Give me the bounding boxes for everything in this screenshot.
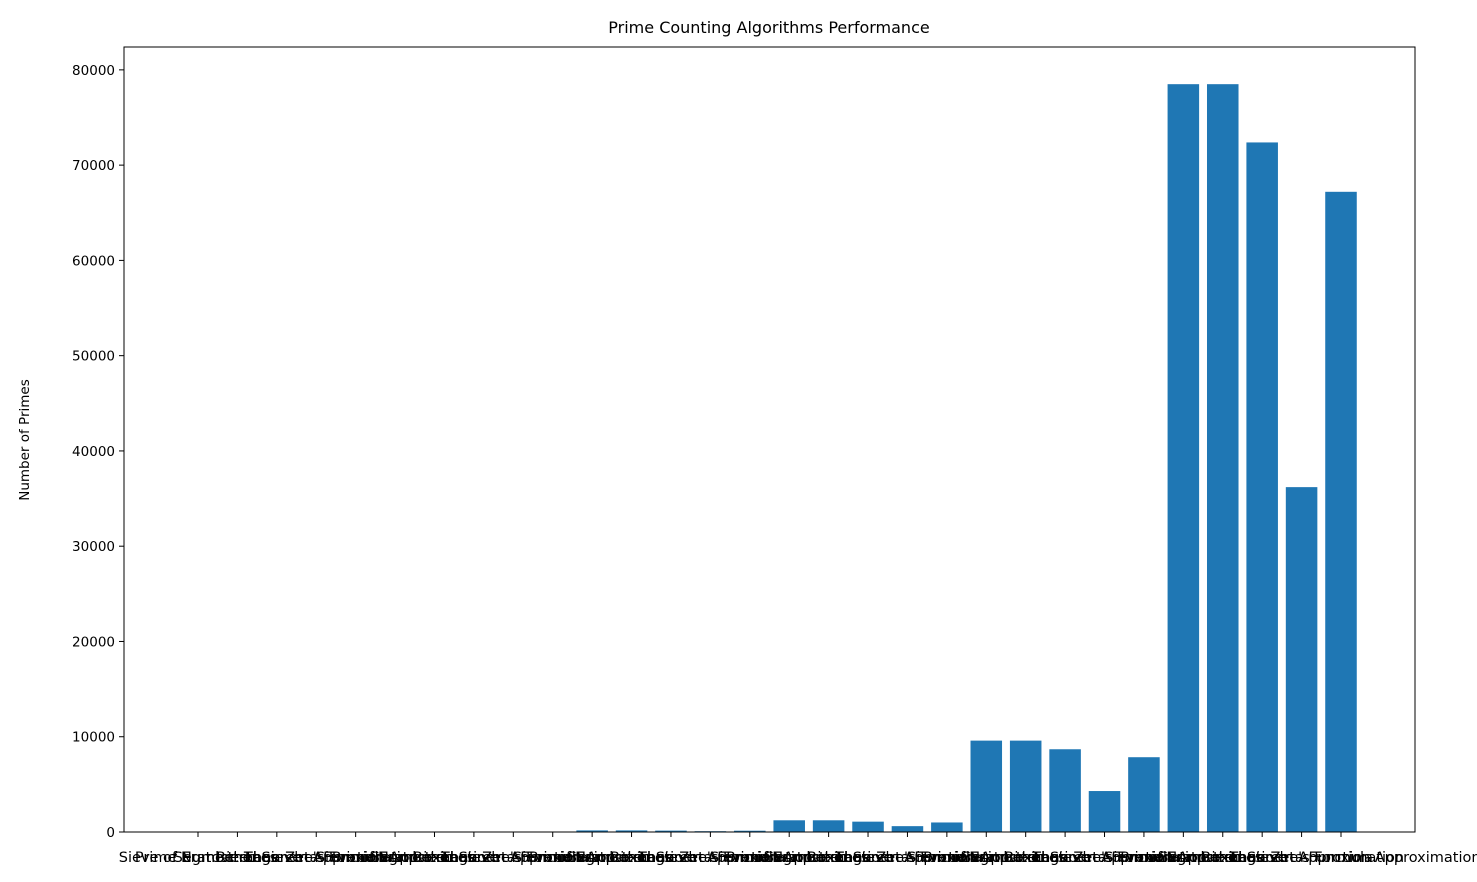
- bar: [1009, 740, 1042, 832]
- bar: [576, 830, 608, 832]
- bar: [812, 820, 845, 832]
- x-tick-label: Sieve of Eratosthenes: [907, 850, 1065, 866]
- bar: [931, 822, 963, 832]
- y-tick-label: 60000: [72, 253, 115, 269]
- x-tick-label: Segmented Sieve: [962, 850, 1090, 866]
- bar: [734, 830, 766, 832]
- plot-frame: [123, 46, 1416, 833]
- y-axis-label: Number of Primes: [17, 379, 33, 501]
- bar: [1206, 84, 1239, 833]
- bar: [1167, 84, 1200, 833]
- x-tick-label: Sieve of Eratosthenes: [316, 850, 474, 866]
- x-tick-label: Legendre's Formula: [836, 850, 979, 866]
- bar: [1285, 487, 1318, 832]
- x-tick-label: Sieve of Eratosthenes: [710, 850, 868, 866]
- x-tick-label: Riemann Zeta Function Approximation: [413, 850, 692, 866]
- x-tick-label: Legendre's Formula: [639, 850, 782, 866]
- x-tick-label: Sieve of Eratosthenes: [513, 850, 671, 866]
- x-tick-label: Prime Number Theorem Approximation: [529, 850, 813, 866]
- bar: [852, 821, 884, 832]
- x-tick-label: Sieve of Eratosthenes: [119, 850, 277, 866]
- x-tick-label: Legendre's Formula: [442, 850, 585, 866]
- bar: [1049, 749, 1081, 832]
- y-tick-label: 80000: [72, 63, 115, 79]
- x-tick-label: Prime Number Theorem Approximation: [726, 850, 1010, 866]
- x-tick-label: Segmented Sieve: [1159, 850, 1287, 866]
- bar: [1128, 757, 1160, 832]
- chart-title: Prime Counting Algorithms Performance: [608, 18, 929, 37]
- x-tick-label: Segmented Sieve: [765, 850, 893, 866]
- y-tick-label: 0: [106, 825, 115, 841]
- x-tick-label: Legendre's Formula: [1033, 850, 1176, 866]
- x-tick-label: Riemann Zeta Function Approximation: [807, 850, 1086, 866]
- bar: [1088, 791, 1121, 832]
- bar: [970, 740, 1003, 832]
- x-tick-label: Riemann Zeta Function Approximation: [1201, 850, 1477, 866]
- bar: [773, 820, 805, 832]
- y-tick-label: 70000: [72, 158, 115, 174]
- x-tick-label: Segmented Sieve: [174, 850, 302, 866]
- y-tick-label: 30000: [72, 539, 115, 555]
- x-tick-label: Segmented Sieve: [568, 850, 696, 866]
- y-tick-label: 20000: [72, 634, 115, 650]
- x-tick-label: Prime Number Theorem Approximation: [1120, 850, 1404, 866]
- x-tick-label: Riemann Zeta Function Approximation: [1004, 850, 1283, 866]
- x-tick-label: Riemann Zeta Function Approximation: [610, 850, 889, 866]
- bar: [1246, 142, 1278, 832]
- bar: [1325, 191, 1357, 832]
- bar: [891, 826, 924, 832]
- x-tick-label: Legendre's Formula: [1230, 850, 1373, 866]
- x-tick-label: Prime Number Theorem Approximation: [332, 850, 616, 866]
- x-tick-label: Riemann Zeta Function Approximation: [216, 850, 495, 866]
- y-tick-label: 40000: [72, 444, 115, 460]
- x-tick-label: Sieve of Eratosthenes: [1104, 850, 1262, 866]
- y-tick-label: 10000: [72, 730, 115, 746]
- bar: [655, 830, 687, 832]
- y-tick-label: 50000: [72, 349, 115, 365]
- x-tick-label: Segmented Sieve: [371, 850, 499, 866]
- x-tick-label: Prime Number Theorem Approximation: [923, 850, 1207, 866]
- x-tick-label: Legendre's Formula: [245, 850, 388, 866]
- x-tick-label: Prime Number Theorem Approximation: [135, 850, 419, 866]
- bar: [615, 830, 648, 832]
